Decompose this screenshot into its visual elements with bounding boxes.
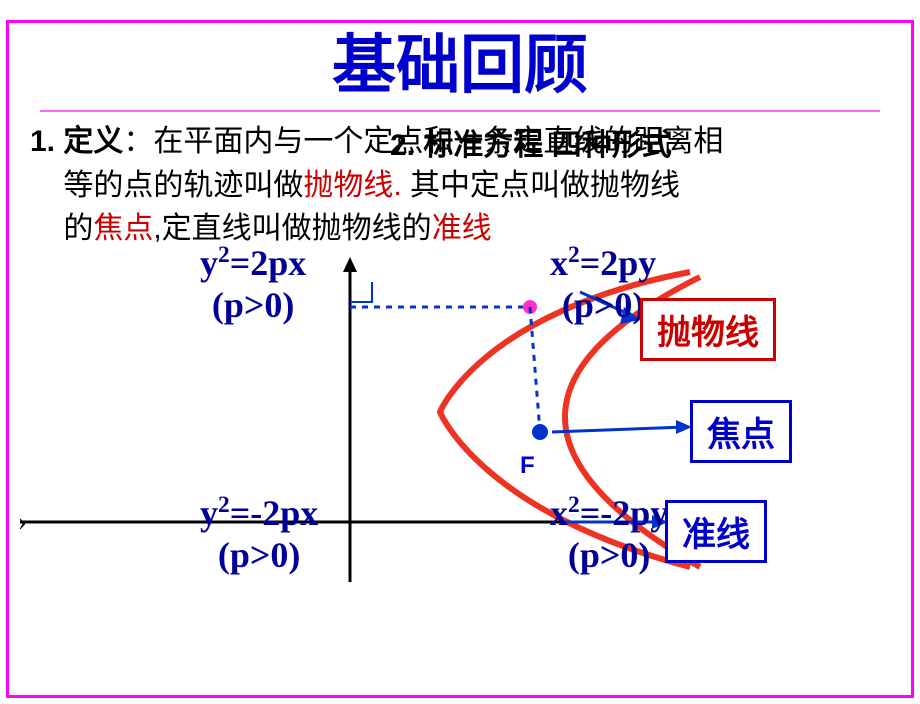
def-word-focus: 焦点 bbox=[93, 212, 153, 245]
def-line3b: ,定直线叫做抛物线的 bbox=[153, 212, 431, 245]
def-line2a: 等的点的轨迹叫做 bbox=[63, 169, 303, 202]
def-line3a: 的 bbox=[63, 212, 93, 245]
def-word-parabola: 抛物线. bbox=[303, 169, 401, 202]
eq3-top: y2=-2px bbox=[200, 493, 318, 533]
eq4-bot: (p>0) bbox=[550, 534, 668, 576]
focus-letter: F bbox=[520, 452, 535, 480]
eq4-top: x2=-2py bbox=[550, 493, 668, 533]
eq3-bot: (p>0) bbox=[200, 534, 318, 576]
standard-equation-heading: 2. 标准方程 四种形式 bbox=[390, 120, 672, 164]
label-box-parabola: 抛物线 bbox=[640, 298, 776, 361]
eq1-bot: (p>0) bbox=[200, 284, 306, 326]
equation-3: y2=-2px (p>0) bbox=[200, 492, 318, 576]
def-word-directrix: 准线 bbox=[432, 212, 492, 245]
definition-label: 1. 定义 bbox=[30, 125, 123, 158]
def-line2b: 其中定点叫做抛物线 bbox=[402, 169, 680, 202]
eq1-top: y2=2px bbox=[200, 243, 306, 283]
label-box-focus: 焦点 bbox=[690, 400, 792, 463]
left-arrow-icon: › bbox=[18, 507, 27, 537]
eq2-top: x2=2py bbox=[550, 243, 656, 283]
label-box-directrix: 准线 bbox=[665, 500, 767, 563]
equation-4: x2=-2py (p>0) bbox=[550, 492, 668, 576]
equation-1: y2=2px (p>0) bbox=[200, 242, 306, 326]
content-area: 1. 定义：在平面内与一个定点和一条定直线的距离相 等的点的轨迹叫做抛物线. 其… bbox=[0, 112, 920, 672]
